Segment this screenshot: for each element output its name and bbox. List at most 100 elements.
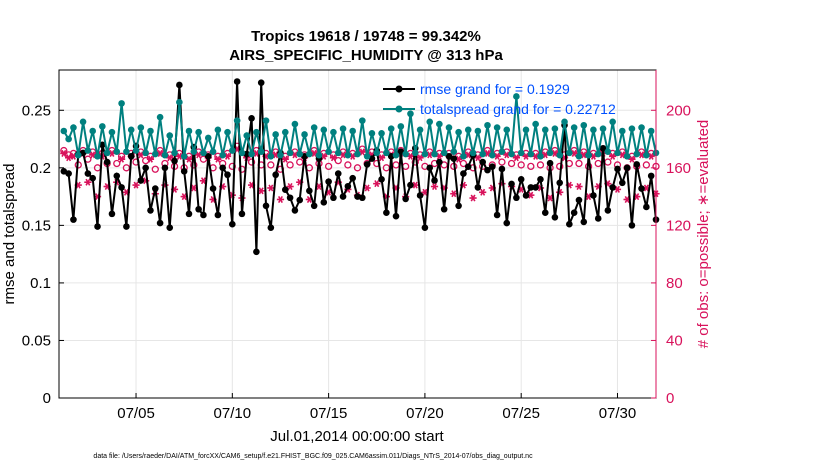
totalspread-marker [137,124,145,131]
totalspread-marker [647,127,655,135]
totalspread-marker [156,113,164,121]
totalspread-marker [190,148,198,156]
obs-evaluated-marker [84,178,92,186]
rmse-marker [541,209,549,217]
rmse-marker [431,177,438,184]
legend-spread-marker [395,105,403,113]
obs-possible-marker [122,164,131,172]
obs-evaluated-marker [286,183,294,191]
totalspread-marker [368,129,376,137]
rmse-marker [363,161,371,168]
totalspread-marker [489,151,496,159]
totalspread-marker [262,117,270,124]
rmse-marker [359,194,366,202]
totalspread-marker [204,134,212,142]
obs-possible-marker [401,162,410,171]
x-axis-label: Jul.01,2014 00:00:00 start [270,428,444,445]
totalspread-marker [89,127,97,135]
obs-evaluated-marker [363,184,371,192]
rmse-marker [176,81,183,89]
totalspread-marker [310,124,318,131]
obs-possible-marker [228,162,236,171]
obs-possible-marker [60,146,68,155]
totalspread-marker [407,110,414,118]
totalspread-marker [147,127,154,135]
obs-possible-marker [117,152,126,160]
totalspread-marker [359,117,366,124]
totalspread-marker [277,151,284,159]
rmse-marker [94,223,101,230]
obs-possible-marker [459,159,468,168]
rmse-marker [219,164,226,172]
totalspread-marker [248,150,255,158]
legend: rmse grand for = 0.1929 totalspread gran… [383,81,616,117]
totalspread-marker [580,121,588,129]
obs-possible-marker [353,164,362,172]
totalspread-marker [79,118,87,126]
rmse-marker [570,209,578,217]
rmse-marker [180,167,188,175]
obs-possible-marker [324,162,333,171]
totalspread-marker [541,126,549,134]
y-tick-label-left: 0.05 [22,332,51,349]
y-tick-label-right: 80 [666,275,683,292]
totalspread-marker [383,149,390,157]
rmse-marker [281,186,289,193]
totalspread-marker [575,153,583,160]
rmse-marker [378,176,385,183]
rmse-marker [334,170,342,177]
x-axis: 07/05 07/10 07/15 07/20 07/25 07/30 [117,393,636,422]
rmse-marker [556,179,564,187]
footer-data-file: data file: /Users/raeder/DAI/ATM_forcXX/… [93,453,533,460]
totalspread-marker [618,127,626,135]
totalspread-marker [354,150,361,158]
rmse-marker [89,174,97,182]
rmse-marker [123,223,130,230]
rmse-marker [195,205,202,213]
totalspread-marker [484,121,491,129]
rmse-marker [575,196,583,204]
totalspread-marker [643,151,650,159]
totalspread-marker [209,148,217,156]
totalspread-marker [108,128,116,136]
x-tick-label: 07/05 [117,405,155,422]
rmse-marker [84,170,92,177]
x-tick-label: 07/25 [502,405,540,422]
obs-possible-marker [411,158,419,166]
y-tick-label-left: 0.15 [22,217,51,234]
y-axis-left-label: rmse and totalspread [1,164,18,305]
rmse-marker [233,78,241,85]
rmse-marker [257,79,265,86]
totalspread-marker [113,148,121,156]
obs-evaluated-marker [276,195,285,203]
totalspread-marker [450,148,458,156]
rmse-marker [460,170,467,177]
rmse-marker [455,202,462,210]
totalspread-marker [517,149,525,157]
totalspread-marker [594,150,602,158]
totalspread-marker [532,120,539,128]
totalspread-marker [306,150,313,158]
totalspread-marker [566,149,573,157]
totalspread-marker [94,153,101,160]
obs-possible-marker [310,146,318,155]
rmse-marker [325,178,332,185]
y-tick-label-right: 120 [666,217,691,234]
totalspread-marker [224,128,231,136]
rmse-marker [599,144,607,152]
y-tick-label-right: 0 [666,390,674,407]
totalspread-marker [474,127,482,135]
rmse-marker [339,193,347,200]
totalspread-line [62,96,657,157]
rmse-marker [310,202,318,210]
rmse-marker [127,153,135,160]
rmse-marker [566,220,573,228]
legend-rmse-label: rmse grand for = 0.1929 [420,81,570,97]
totalspread-marker [286,149,294,157]
rmse-marker [407,181,414,189]
rmse-marker [349,174,356,182]
y-tick-label-left: 0.25 [22,102,51,119]
y-tick-label-left: 0 [43,390,51,407]
rmse-marker [392,212,400,220]
rmse-marker [224,171,231,179]
